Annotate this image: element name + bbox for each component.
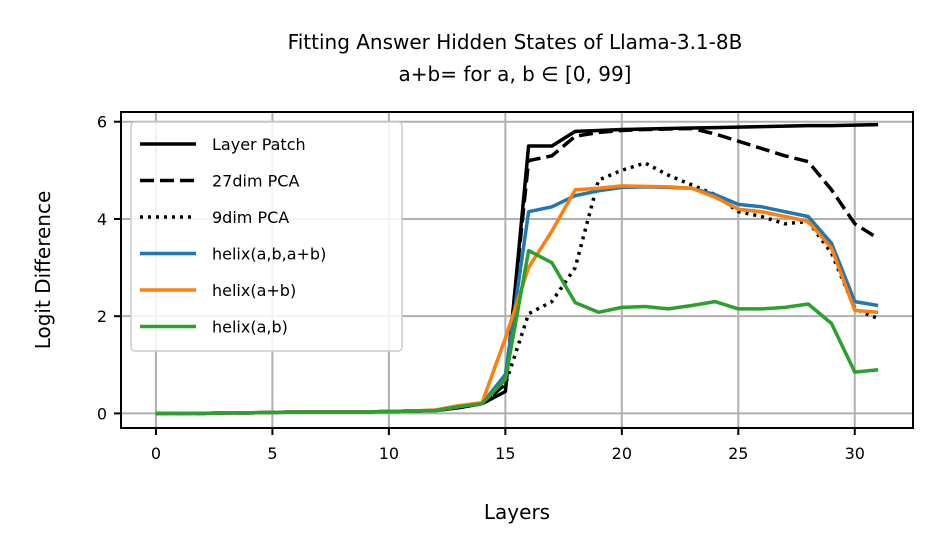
x-tick-label: 15 (495, 444, 515, 463)
legend-label: helix(a,b) (212, 318, 288, 337)
legend-label: helix(a+b) (212, 281, 296, 300)
y-tick-label: 6 (97, 113, 107, 132)
y-axis-label: Logit Difference (31, 191, 55, 350)
x-tick-label: 0 (151, 444, 161, 463)
legend-label: 27dim PCA (212, 172, 299, 191)
plot-frame (120, 111, 914, 429)
x-axis-label: Layers (484, 500, 550, 524)
y-tick-label: 0 (97, 404, 107, 423)
legend: Layer Patch 27dim PCA 9dim PCA helix(a,b,a+… (130, 121, 403, 352)
legend-label: helix(a,b,a+b) (212, 245, 326, 264)
chart-title: Fitting Answer Hidden States of Llama-3.… (287, 30, 743, 54)
y-tick-label: 4 (97, 210, 107, 229)
x-tick-label: 5 (267, 444, 277, 463)
x-tick-label: 10 (379, 444, 399, 463)
chart-subtitle: a+b= for a, b ∈ [0, 99] (398, 62, 632, 86)
legend-label: 9dim PCA (212, 208, 289, 227)
x-tick-label: 20 (612, 444, 632, 463)
x-tick-label: 30 (845, 444, 865, 463)
legend-box (130, 121, 403, 352)
y-tick-label: 2 (97, 307, 107, 326)
x-tick-label: 25 (728, 444, 748, 463)
legend-label: Layer Patch (212, 135, 306, 154)
series-line (155, 248, 879, 416)
